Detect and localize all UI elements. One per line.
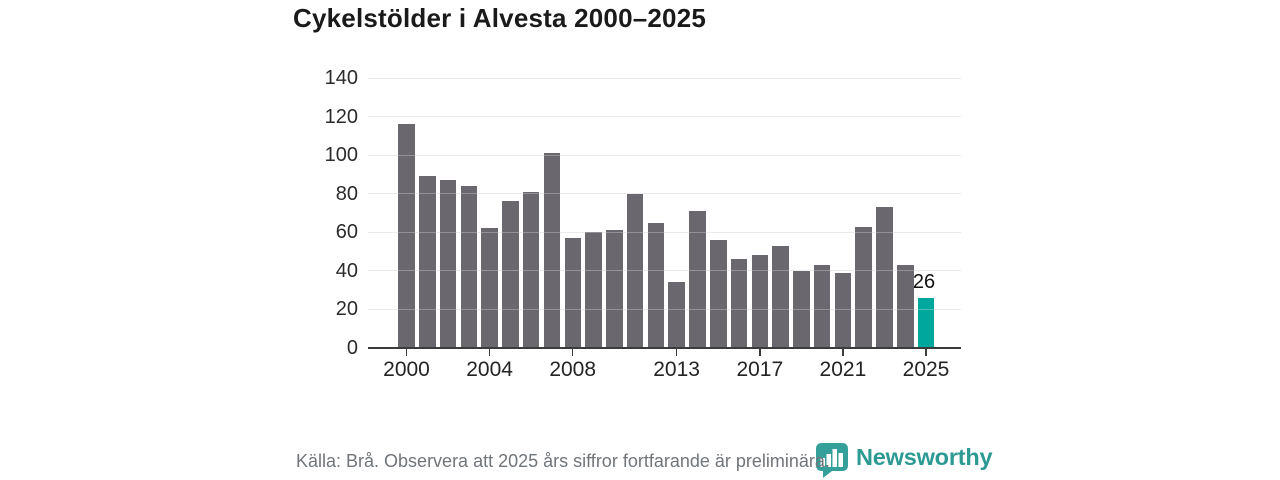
y-axis-label-20: 20 bbox=[335, 298, 358, 321]
x-axis-label-2017: 2017 bbox=[736, 358, 784, 381]
gridline-y-40 bbox=[368, 270, 961, 272]
y-axis-label-100: 100 bbox=[324, 144, 358, 167]
x-tick-2013 bbox=[675, 348, 678, 356]
x-tick-2008 bbox=[571, 348, 574, 356]
gridline-overlay-y-40 bbox=[368, 270, 961, 272]
bar-2015 bbox=[710, 240, 727, 348]
bar-2018 bbox=[772, 245, 789, 348]
x-axis-label-2021: 2021 bbox=[819, 358, 867, 381]
source-note: Källa: Brå. Observera att 2025 års siffr… bbox=[296, 451, 830, 471]
x-axis-label-2000: 2000 bbox=[383, 358, 430, 381]
bar-2001 bbox=[419, 176, 436, 348]
bar-2011 bbox=[626, 193, 644, 348]
y-axis-label-120: 120 bbox=[324, 105, 358, 128]
gridline-overlay-y-120 bbox=[368, 116, 961, 118]
y-axis-label-0: 0 bbox=[346, 337, 358, 359]
gridline-overlay-y-100 bbox=[368, 154, 961, 156]
gridline-y-140 bbox=[368, 77, 961, 79]
bar-2004 bbox=[481, 228, 498, 348]
bar-2020 bbox=[813, 265, 831, 348]
bar-2022 bbox=[855, 226, 872, 348]
gridline-y-120 bbox=[368, 116, 961, 118]
bar-2009 bbox=[585, 232, 602, 348]
x-tick-2004 bbox=[488, 348, 491, 356]
bar-2024 bbox=[897, 265, 914, 348]
gridline-y-80 bbox=[368, 193, 961, 195]
bar-2025 bbox=[917, 297, 935, 348]
bar-2008 bbox=[564, 238, 581, 348]
gridline-overlay-y-60 bbox=[368, 231, 961, 233]
x-axis-label-2004: 2004 bbox=[466, 358, 513, 381]
bar-2014 bbox=[689, 211, 706, 348]
x-axis-label-2008: 2008 bbox=[549, 358, 597, 381]
bar-2017 bbox=[751, 255, 768, 348]
y-axis-label-40: 40 bbox=[335, 259, 358, 282]
gridline-y-100 bbox=[368, 154, 961, 156]
newsworthy-wordmark: Newsworthy bbox=[856, 444, 993, 470]
gridline-overlay-y-20 bbox=[368, 308, 961, 310]
bar-2002 bbox=[439, 180, 457, 348]
x-tick-2000 bbox=[405, 348, 408, 356]
x-axis-label-2013: 2013 bbox=[653, 358, 700, 381]
bar-2005 bbox=[502, 201, 519, 348]
bar-2006 bbox=[522, 191, 540, 348]
bar-2012 bbox=[647, 222, 665, 348]
bar-2000 bbox=[398, 124, 415, 348]
bar-2013 bbox=[668, 282, 685, 348]
bar-value-label-2025: 26 bbox=[912, 270, 936, 293]
chart-title: Cykelstölder i Alvesta 2000–2025 bbox=[293, 3, 707, 33]
newsworthy-bubble-bar-chart-icon bbox=[816, 443, 848, 478]
bar-2016 bbox=[730, 259, 748, 348]
bar-2010 bbox=[606, 230, 623, 348]
y-axis-label-60: 60 bbox=[335, 221, 358, 244]
x-tick-2017 bbox=[759, 348, 761, 356]
gridline-y-60 bbox=[368, 231, 961, 233]
x-tick-2021 bbox=[842, 348, 844, 356]
bar-2007 bbox=[543, 153, 561, 348]
y-axis-label-140: 140 bbox=[324, 67, 358, 89]
x-axis-line bbox=[368, 346, 961, 350]
gridline-overlay-y-140 bbox=[368, 77, 961, 79]
bar-2023 bbox=[876, 207, 893, 348]
x-axis-label-2025: 2025 bbox=[902, 358, 950, 381]
bar-2021 bbox=[834, 272, 852, 348]
y-axis-label-80: 80 bbox=[335, 182, 358, 205]
bar-2003 bbox=[460, 186, 478, 348]
bar-2019 bbox=[793, 270, 810, 348]
x-tick-2025 bbox=[925, 348, 927, 356]
gridline-overlay-y-80 bbox=[368, 193, 961, 195]
gridline-y-20 bbox=[368, 308, 961, 310]
